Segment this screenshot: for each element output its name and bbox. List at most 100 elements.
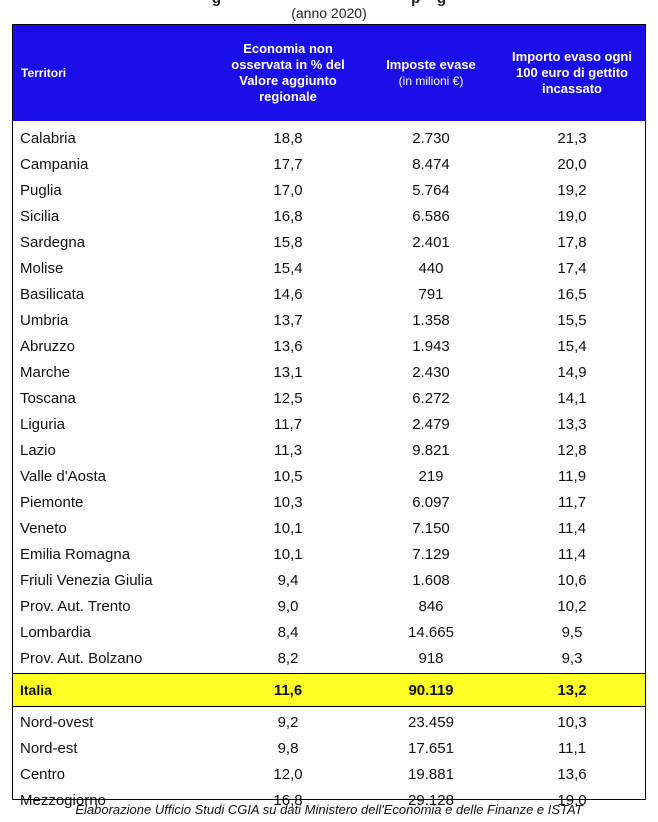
territory-name: Campania — [20, 155, 89, 173]
imposte-evase-value: 29.128 — [408, 791, 454, 809]
cut-title-strip: gp g — [0, 0, 658, 22]
territory-name: Centro — [20, 765, 66, 783]
table-row: Puglia 17,0 5.764 19,2 — [13, 177, 645, 203]
territory-name: Veneto — [20, 519, 67, 537]
territory-name: Abruzzo — [20, 337, 76, 355]
table-row: Basilicata 14,6 791 16,5 — [13, 281, 645, 307]
territory-name: Toscana — [20, 389, 76, 407]
table-row: Nord-est 9,8 17.651 11,1 — [13, 735, 645, 761]
territory-name: Prov. Aut. Trento — [20, 597, 131, 615]
territory-name: Nord-ovest — [20, 713, 94, 731]
importo-evaso-value: 14,9 — [557, 363, 587, 381]
territory-name: Valle d'Aosta — [20, 467, 106, 485]
economia-non-osservata-value: 11,7 — [273, 415, 303, 433]
economia-non-osservata-value: 13,1 — [273, 363, 303, 381]
table-subtitle: (anno 2020) — [291, 5, 367, 21]
territory-name: Friuli Venezia Giulia — [20, 571, 153, 589]
imposte-evase-value: 23.459 — [408, 713, 454, 731]
table-row: Prov. Aut. Bolzano 8,2 918 9,3 — [13, 645, 645, 671]
imposte-evase-value: 846 — [418, 597, 444, 615]
economia-non-osservata-value: 15,8 — [273, 233, 303, 251]
imposte-evase-value: 219 — [418, 467, 444, 485]
territory-name: Basilicata — [20, 285, 85, 303]
importo-evaso-value: 21,3 — [557, 129, 587, 147]
territory-name: Prov. Aut. Bolzano — [20, 649, 143, 667]
economia-non-osservata-value: 8,2 — [277, 649, 299, 667]
importo-evaso-value: 11,7 — [557, 493, 587, 511]
table-row: Abruzzo 13,6 1.943 15,4 — [13, 333, 645, 359]
economia-non-osservata-value: 12,0 — [273, 765, 303, 783]
table-row: Campania 17,7 8.474 20,0 — [13, 151, 645, 177]
economia-non-osservata-value: 17,7 — [273, 155, 303, 173]
imposte-evase-value: 2.430 — [412, 363, 450, 381]
economia-non-osservata-value: 18,8 — [273, 129, 303, 147]
importo-evaso-value: 11,4 — [557, 519, 587, 537]
data-table: Territori Economia non osservata in % de… — [12, 24, 646, 809]
header-economia-non-osservata: Economia non osservata in % del Valore a… — [231, 41, 345, 104]
economia-non-osservata-value: 9,4 — [277, 571, 299, 589]
economia-non-osservata-value: 17,0 — [273, 181, 303, 199]
importo-evaso-value: 10,3 — [557, 713, 587, 731]
importo-evaso-value: 19,0 — [557, 791, 587, 809]
table-row: Lombardia 8,4 14.665 9,5 — [13, 619, 645, 645]
territory-name: Sicilia — [20, 207, 60, 225]
imposte-evase-value: 19.881 — [408, 765, 454, 783]
importo-evaso-value: 12,8 — [557, 441, 587, 459]
table-row: Molise 15,4 440 17,4 — [13, 255, 645, 281]
importo-evaso-value: 14,1 — [557, 389, 587, 407]
imposte-evase-value: 918 — [418, 649, 444, 667]
importo-evaso-value: 11,4 — [557, 545, 587, 563]
imposte-evase-value: 791 — [418, 285, 444, 303]
territory-name: Umbria — [20, 311, 69, 329]
table-row: Lazio 11,3 9.821 12,8 — [13, 437, 645, 463]
territory-name: Lazio — [20, 441, 56, 459]
economia-non-osservata-value: 10,3 — [273, 493, 303, 511]
table-row: Emilia Romagna 10,1 7.129 11,4 — [13, 541, 645, 567]
economia-non-osservata-value: 15,4 — [273, 259, 303, 277]
territory-name: Nord-est — [20, 739, 78, 757]
importo-evaso-value: 20,0 — [557, 155, 587, 173]
table-row: Liguria 11,7 2.479 13,3 — [13, 411, 645, 437]
imposte-evase-value: 2.479 — [412, 415, 450, 433]
importo-evaso-value: 15,4 — [557, 337, 587, 355]
importo-evaso-value: 15,5 — [557, 311, 587, 329]
economia-non-osservata-value: 16,8 — [273, 791, 303, 809]
header-importo-evaso: Importo evaso ogni 100 euro di gettito i… — [512, 49, 632, 96]
economia-non-osservata-value: 10,5 — [273, 467, 303, 485]
imposte-evase-value: 1.608 — [412, 571, 450, 589]
table-row: Calabria 18,8 2.730 21,3 — [13, 125, 645, 151]
economia-non-osservata-value: 10,1 — [273, 545, 303, 563]
economia-non-osservata-value: 9,8 — [277, 739, 299, 757]
economia-non-osservata-value: 13,7 — [273, 311, 303, 329]
territory-name: Calabria — [20, 129, 76, 147]
table-row: Toscana 12,5 6.272 14,1 — [13, 385, 645, 411]
economia-non-osservata-value: 13,6 — [273, 337, 303, 355]
imposte-evase-value: 90.119 — [408, 681, 454, 699]
imposte-evase-value: 9.821 — [412, 441, 450, 459]
table-row: Umbria 13,7 1.358 15,5 — [13, 307, 645, 333]
importo-evaso-value: 13,3 — [557, 415, 587, 433]
territory-name: Liguria — [20, 415, 66, 433]
header-territori: Territori — [21, 66, 67, 80]
total-row-italia: Italia 11,6 90.119 13,2 — [13, 673, 645, 707]
table-row: Mezzogiorno 16,8 29.128 19,0 — [13, 787, 645, 813]
table-row: Valle d'Aosta 10,5 219 11,9 — [13, 463, 645, 489]
table-row: Piemonte 10,3 6.097 11,7 — [13, 489, 645, 515]
header-imposte-evase-unit: (in milioni €) — [398, 74, 464, 88]
economia-non-osservata-value: 11,6 — [273, 681, 303, 699]
imposte-evase-value: 1.358 — [412, 311, 450, 329]
importo-evaso-value: 11,1 — [557, 739, 587, 757]
source-note: Elaborazione Ufficio Studi CGIA su dati … — [75, 802, 583, 817]
importo-evaso-value: 11,9 — [557, 467, 587, 485]
table-row: Veneto 10,1 7.150 11,4 — [13, 515, 645, 541]
imposte-evase-value: 14.665 — [408, 623, 454, 641]
imposte-evase-value: 6.586 — [412, 207, 450, 225]
table-body: Calabria 18,8 2.730 21,3 Campania 17,7 8.474 20… — [13, 125, 645, 813]
importo-evaso-value: 10,6 — [557, 571, 587, 589]
table-row: Marche 13,1 2.430 14,9 — [13, 359, 645, 385]
imposte-evase-value: 440 — [418, 259, 444, 277]
importo-evaso-value: 9,5 — [561, 623, 583, 641]
table-header: Territori Economia non osservata in % de… — [13, 25, 645, 121]
territory-name: Sardegna — [20, 233, 86, 251]
territory-name: Emilia Romagna — [20, 545, 131, 563]
